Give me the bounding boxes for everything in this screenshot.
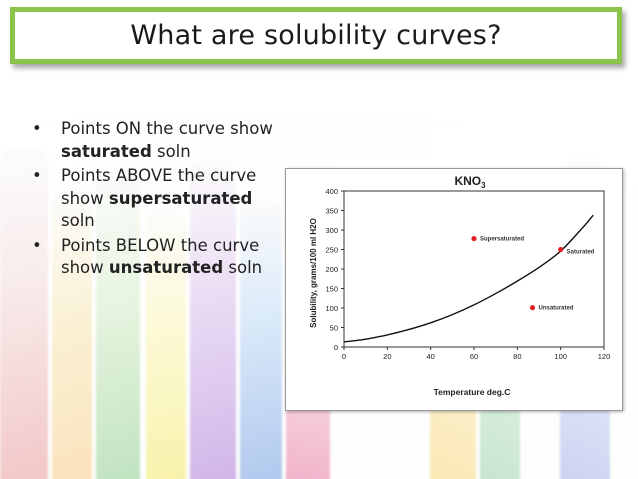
data-point xyxy=(558,246,564,253)
bullet-text: Points BELOW the curve show xyxy=(61,235,260,278)
title-box: What are solubility curves? xyxy=(10,7,622,64)
data-point-label: Unsaturated xyxy=(539,306,574,312)
y-tick-label: 400 xyxy=(325,187,338,196)
bullet-emphasis: saturated xyxy=(61,141,152,161)
x-tick-label: 20 xyxy=(383,352,391,361)
plot-area-border xyxy=(343,190,605,348)
slide-title: What are solubility curves? xyxy=(130,20,502,51)
bullet-item: • Points ABOVE the curve show supersatur… xyxy=(26,165,288,233)
data-point xyxy=(471,235,477,242)
solubility-curve-line xyxy=(343,214,594,343)
bullet-text: Points ABOVE the curve show xyxy=(61,166,257,208)
x-tick-label: 80 xyxy=(513,352,521,361)
y-tick-label: 200 xyxy=(325,265,338,274)
chart-svg: KNO3 Solubility, grams/100 ml H2O Temper… xyxy=(309,174,611,397)
data-point-label: Supersaturated xyxy=(480,237,524,243)
bullet-text: soln xyxy=(61,211,95,230)
y-tick-label: 150 xyxy=(325,285,338,294)
bullet-text: soln xyxy=(223,258,263,277)
x-tick-label: 40 xyxy=(426,352,434,361)
y-tick-label: 100 xyxy=(325,304,338,313)
solubility-chart: KNO3 Solubility, grams/100 ml H2O Temper… xyxy=(285,168,623,411)
bullet-text: Points ON the curve show xyxy=(61,119,273,138)
bullet-list: • Points ON the curve show saturated sol… xyxy=(26,118,288,282)
chart-title: KNO3 xyxy=(454,174,486,190)
x-tick-label: 100 xyxy=(554,352,567,361)
y-tick-label: 50 xyxy=(330,324,338,333)
bullet-dot-icon: • xyxy=(32,235,42,255)
y-tick-label: 250 xyxy=(325,246,338,255)
bullet-item: • Points ON the curve show saturated sol… xyxy=(26,118,288,163)
y-tick-label: 350 xyxy=(325,207,338,216)
x-tick-label: 60 xyxy=(470,352,478,361)
bullet-dot-icon: • xyxy=(32,119,42,138)
y-tick-label: 0 xyxy=(334,343,338,352)
bullet-item: • Points BELOW the curve show unsaturate… xyxy=(26,235,288,280)
bullet-text: soln xyxy=(151,141,191,161)
y-axis-label: Solubility, grams/100 ml H2O xyxy=(309,218,318,328)
x-tick-label: 120 xyxy=(598,352,611,361)
data-point-label: Saturated xyxy=(567,250,595,256)
y-tick-label: 300 xyxy=(325,226,338,235)
data-point xyxy=(529,305,536,311)
x-axis-label: Temperature deg.C xyxy=(434,387,511,397)
bullet-dot-icon: • xyxy=(32,166,42,185)
x-tick-label: 0 xyxy=(342,352,346,361)
bullet-emphasis: supersaturated xyxy=(108,188,253,208)
bullet-emphasis: unsaturated xyxy=(108,258,224,277)
